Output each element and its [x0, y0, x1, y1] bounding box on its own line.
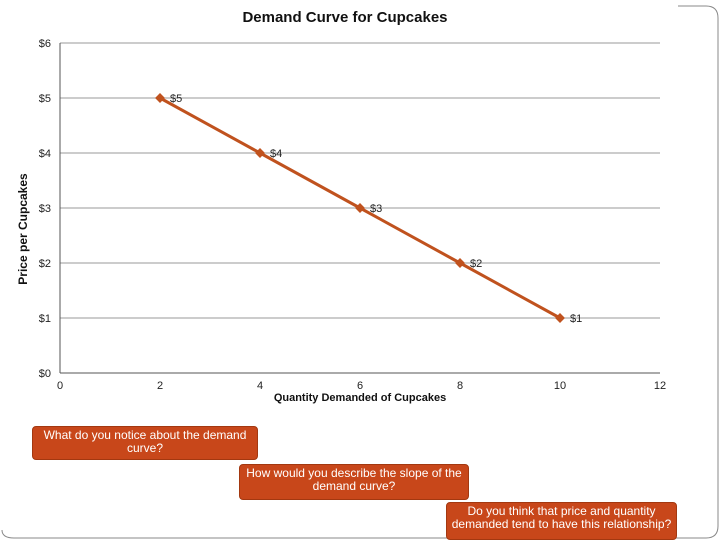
y-tick-label: $6	[39, 38, 51, 50]
data-point-marker	[555, 313, 565, 323]
y-tick-label: $3	[39, 203, 51, 215]
y-tick-label: $0	[39, 368, 51, 380]
y-tick-label: $1	[39, 313, 51, 325]
x-tick-label: 6	[357, 380, 363, 392]
callout-question-1: What do you notice about the demand curv…	[32, 426, 258, 460]
x-tick-label: 0	[57, 380, 63, 392]
x-axis-label: Quantity Demanded of Cupcakes	[273, 392, 447, 404]
y-tick-label: $2	[39, 258, 51, 270]
y-tick-label: $4	[39, 148, 51, 160]
data-point-marker	[255, 148, 265, 158]
x-tick-label: 12	[654, 380, 666, 392]
data-point-label: $2	[470, 258, 482, 270]
chart-plot: $0 $1 $2 $3 $4 $5 $6 0 2 4 6 8 10 12 $5 $4 $3 $2 $1	[39, 38, 666, 392]
x-tick-label: 10	[554, 380, 566, 392]
data-point-label: $5	[170, 93, 182, 105]
data-point-marker	[155, 93, 165, 103]
callout-question-2: How would you describe the slope of the …	[239, 464, 469, 500]
y-tick-label: $5	[39, 93, 51, 105]
callout-question-3: Do you think that price and quantity dem…	[446, 502, 677, 540]
x-tick-label: 2	[157, 380, 163, 392]
data-point-label: $3	[370, 203, 382, 215]
x-tick-label: 4	[257, 380, 263, 392]
chart-title: Demand Curve for Cupcakes	[242, 9, 448, 26]
data-point-label: $4	[270, 148, 282, 160]
data-point-marker	[455, 258, 465, 268]
data-point-marker	[355, 203, 365, 213]
data-point-label: $1	[570, 313, 582, 325]
x-tick-label: 8	[457, 380, 463, 392]
